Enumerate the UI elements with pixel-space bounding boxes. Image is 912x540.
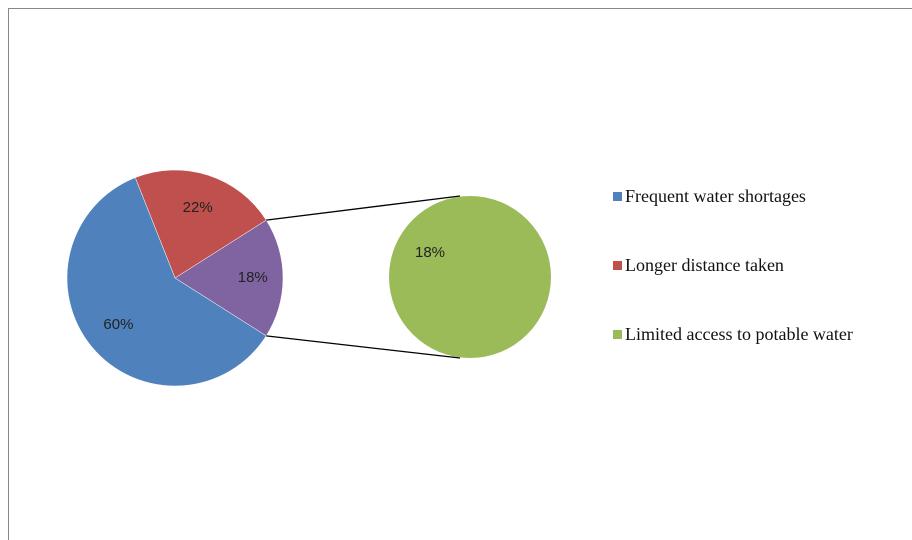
legend-label: Frequent water shortages [625, 186, 806, 206]
legend-item: Frequent water shortages [613, 184, 903, 208]
data-label: 18% [238, 269, 268, 286]
legend-label: Longer distance taken [625, 255, 784, 275]
pie-slice [389, 196, 551, 358]
legend-swatch [613, 192, 622, 201]
legend-swatch [613, 330, 622, 339]
data-label: 60% [103, 316, 133, 333]
pie-slice [174, 219, 284, 337]
data-label: 22% [183, 199, 213, 216]
data-label: 18% [415, 244, 445, 261]
legend-item: Longer distance taken [613, 253, 903, 277]
legend: Frequent water shortages Longer distance … [613, 184, 903, 346]
legend-label: Limited access to potable water [625, 324, 853, 344]
pie-slice [66, 177, 267, 387]
connector [266, 195, 461, 221]
legend-item: Limited access to potable water [613, 322, 903, 346]
connector [266, 335, 461, 359]
chart-border [8, 8, 912, 540]
pie-slice [134, 169, 267, 279]
legend-swatch [613, 261, 622, 270]
